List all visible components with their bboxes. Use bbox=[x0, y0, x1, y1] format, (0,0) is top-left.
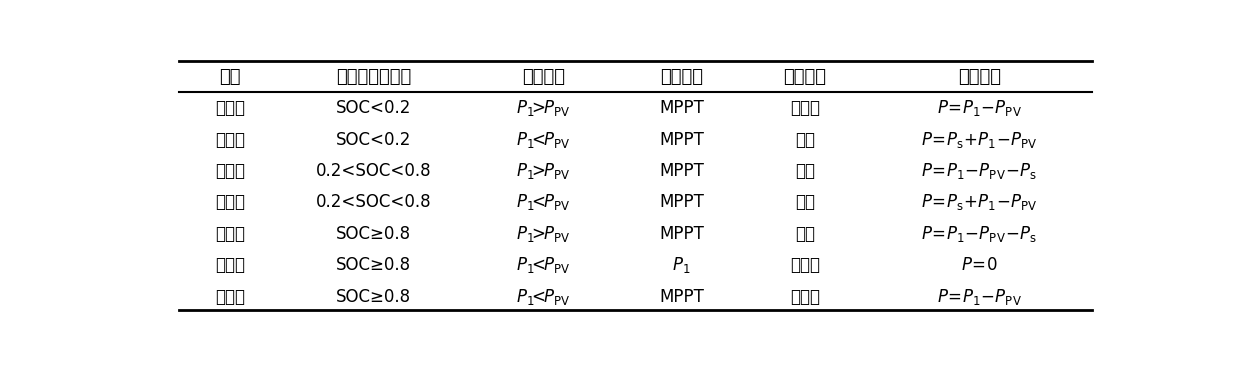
Text: 模态六: 模态六 bbox=[216, 256, 246, 275]
Text: $P_1\!\!>\!\!P_{\rm PV}$: $P_1\!\!>\!\!P_{\rm PV}$ bbox=[516, 161, 570, 181]
Text: 充电: 充电 bbox=[795, 193, 815, 211]
Text: $P\!=\!P_{\rm s}\!+\!P_1\!-\!P_{\rm PV}$: $P\!=\!P_{\rm s}\!+\!P_1\!-\!P_{\rm PV}$ bbox=[921, 192, 1038, 212]
Text: SOC≥0.8: SOC≥0.8 bbox=[336, 288, 412, 306]
Text: 模态五: 模态五 bbox=[216, 225, 246, 243]
Text: MPPT: MPPT bbox=[660, 162, 704, 180]
Text: MPPT: MPPT bbox=[660, 193, 704, 211]
Text: $P_1\!\!<\!\!P_{\rm PV}$: $P_1\!\!<\!\!P_{\rm PV}$ bbox=[516, 192, 570, 212]
Text: 不动作: 不动作 bbox=[790, 256, 820, 275]
Text: 水电端口: 水电端口 bbox=[957, 68, 1001, 86]
Text: $P_1\!\!<\!\!P_{\rm PV}$: $P_1\!\!<\!\!P_{\rm PV}$ bbox=[516, 130, 570, 150]
Text: 模态一: 模态一 bbox=[216, 99, 246, 117]
Text: $P\!=\!P_1\!-\!P_{\rm PV}$: $P\!=\!P_1\!-\!P_{\rm PV}$ bbox=[936, 98, 1022, 118]
Text: 充电: 充电 bbox=[795, 131, 815, 149]
Text: 模态三: 模态三 bbox=[216, 162, 246, 180]
Text: SOC≥0.8: SOC≥0.8 bbox=[336, 225, 412, 243]
Text: 放电: 放电 bbox=[795, 225, 815, 243]
Text: 不动作: 不动作 bbox=[790, 288, 820, 306]
Text: 0.2<SOC<0.8: 0.2<SOC<0.8 bbox=[316, 162, 432, 180]
Text: 模态四: 模态四 bbox=[216, 193, 246, 211]
Text: $P_1\!\!<\!\!P_{\rm PV}$: $P_1\!\!<\!\!P_{\rm PV}$ bbox=[516, 255, 570, 275]
Text: MPPT: MPPT bbox=[660, 99, 704, 117]
Text: 不动作: 不动作 bbox=[790, 99, 820, 117]
Text: MPPT: MPPT bbox=[660, 225, 704, 243]
Text: MPPT: MPPT bbox=[660, 131, 704, 149]
Text: $P\!=\!P_{\rm s}\!+\!P_1\!-\!P_{\rm PV}$: $P\!=\!P_{\rm s}\!+\!P_1\!-\!P_{\rm PV}$ bbox=[921, 130, 1038, 150]
Text: $P\!=\!0$: $P\!=\!0$ bbox=[961, 256, 997, 275]
Text: SOC≥0.8: SOC≥0.8 bbox=[336, 256, 412, 275]
Text: 0.2<SOC<0.8: 0.2<SOC<0.8 bbox=[316, 193, 432, 211]
Text: SOC<0.2: SOC<0.2 bbox=[336, 99, 412, 117]
Text: 储能电池: 储能电池 bbox=[784, 68, 826, 86]
Text: 光伏输出: 光伏输出 bbox=[660, 68, 703, 86]
Text: $P_1\!\!>\!\!P_{\rm PV}$: $P_1\!\!>\!\!P_{\rm PV}$ bbox=[516, 224, 570, 244]
Text: MPPT: MPPT bbox=[660, 288, 704, 306]
Text: $P\!=\!P_1\!-\!P_{\rm PV}$: $P\!=\!P_1\!-\!P_{\rm PV}$ bbox=[936, 287, 1022, 307]
Text: 系统状态: 系统状态 bbox=[522, 68, 564, 86]
Text: $P_1\!\!<\!\!P_{\rm PV}$: $P_1\!\!<\!\!P_{\rm PV}$ bbox=[516, 287, 570, 307]
Text: 蓄电池初始状态: 蓄电池初始状态 bbox=[336, 68, 412, 86]
Text: 模态七: 模态七 bbox=[216, 288, 246, 306]
Text: 模态: 模态 bbox=[219, 68, 241, 86]
Text: 放电: 放电 bbox=[795, 162, 815, 180]
Text: $P_1$: $P_1$ bbox=[672, 255, 691, 275]
Text: SOC<0.2: SOC<0.2 bbox=[336, 131, 412, 149]
Text: 模态二: 模态二 bbox=[216, 131, 246, 149]
Text: $P\!=\!P_1\!-\!P_{\rm PV}\!-\!P_{\rm s}$: $P\!=\!P_1\!-\!P_{\rm PV}\!-\!P_{\rm s}$ bbox=[921, 161, 1037, 181]
Text: $P\!=\!P_1\!-\!P_{\rm PV}\!-\!P_{\rm s}$: $P\!=\!P_1\!-\!P_{\rm PV}\!-\!P_{\rm s}$ bbox=[921, 224, 1037, 244]
Text: $P_1\!\!>\!\!P_{\rm PV}$: $P_1\!\!>\!\!P_{\rm PV}$ bbox=[516, 98, 570, 118]
